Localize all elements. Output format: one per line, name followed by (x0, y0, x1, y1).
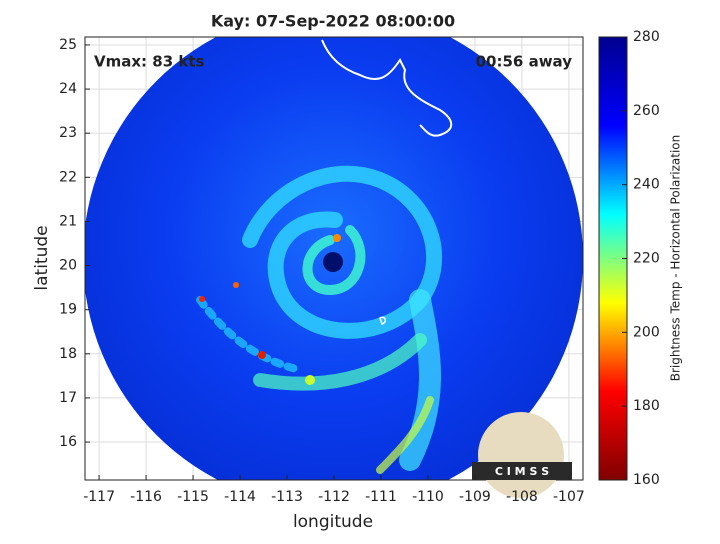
colorbar-tick-label: 200 (633, 324, 660, 340)
x-tick-label: -117 (83, 489, 115, 505)
annotation: Vmax: 83 kts (94, 53, 204, 71)
x-tick-label: -112 (318, 489, 350, 505)
colorbar-tick-label: 240 (633, 177, 660, 193)
y-tick-label: 23 (59, 125, 77, 141)
x-tick-label: -115 (177, 489, 209, 505)
x-tick-label: -113 (271, 489, 303, 505)
y-tick-label: 24 (59, 81, 77, 97)
x-tick-label: -116 (130, 489, 162, 505)
colorbar-tick-label: 260 (633, 103, 660, 119)
colorbar-label: Brightness Temp - Horizontal Polarizatio… (669, 135, 683, 382)
logo-text: C I M S S (495, 465, 549, 478)
y-tick-label: 21 (59, 213, 77, 229)
y-tick-label: 25 (59, 37, 77, 53)
y-tick-label: 20 (59, 258, 77, 274)
x-tick-label: -111 (365, 489, 397, 505)
colorbar-tick-label: 180 (633, 398, 660, 414)
colorbar-tick-label: 280 (633, 29, 660, 45)
x-tick-label: -110 (412, 489, 444, 505)
y-tick-label: 17 (59, 390, 77, 406)
y-tick-label: 18 (59, 346, 77, 362)
y-tick-label: 19 (59, 302, 77, 318)
x-tick-label: -109 (459, 489, 491, 505)
y-tick-label: 16 (59, 434, 77, 450)
x-tick-label: -108 (506, 489, 538, 505)
logo: C I M S S (472, 412, 572, 498)
annotation: 00:56 away (476, 53, 573, 71)
colorbar-tick-label: 220 (633, 251, 660, 267)
imagery (85, 37, 583, 480)
y-axis-label: latitude (32, 225, 52, 290)
x-tick-label: -114 (224, 489, 256, 505)
y-tick-label: 22 (59, 169, 77, 185)
x-axis-label: longitude (293, 512, 373, 532)
chart-title: Kay: 07-Sep-2022 08:00:00 (211, 12, 455, 31)
x-tick-label: -107 (553, 489, 585, 505)
colorbar-tick-label: 160 (633, 472, 660, 488)
